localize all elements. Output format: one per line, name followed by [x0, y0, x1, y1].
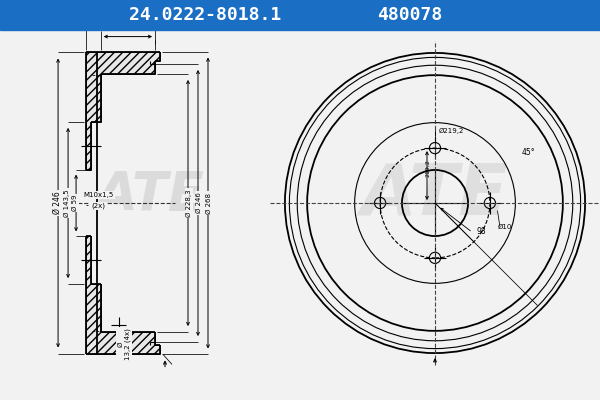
Text: 48: 48: [123, 24, 133, 33]
Text: ATE: ATE: [361, 160, 509, 230]
Text: Ø 246: Ø 246: [53, 192, 62, 214]
Text: Ø 268: Ø 268: [206, 192, 212, 214]
Text: Ø219,2: Ø219,2: [439, 127, 464, 134]
Text: Ø 143,5: Ø 143,5: [64, 189, 70, 217]
Text: 24.0222-8018.1: 24.0222-8018.1: [129, 6, 281, 24]
Text: 219,2: 219,2: [425, 159, 430, 176]
Text: 61: 61: [116, 9, 125, 18]
Polygon shape: [86, 52, 160, 170]
Text: Ø10: Ø10: [498, 224, 512, 230]
Text: Ø 246: Ø 246: [196, 192, 202, 214]
Text: Ø 59: Ø 59: [72, 195, 78, 211]
Bar: [0, 0, 600, 30]
Text: 45°: 45°: [522, 148, 536, 157]
Polygon shape: [86, 236, 160, 354]
Text: (2x): (2x): [91, 203, 106, 209]
Text: M10x1,5: M10x1,5: [83, 192, 113, 198]
Text: Ø
13,2 (4x): Ø 13,2 (4x): [117, 328, 131, 360]
Text: Ø 228,3: Ø 228,3: [186, 189, 192, 217]
Text: 98: 98: [476, 228, 486, 236]
Text: ATE: ATE: [96, 169, 204, 221]
Text: 480078: 480078: [377, 6, 443, 24]
Text: 19: 19: [89, 17, 98, 26]
